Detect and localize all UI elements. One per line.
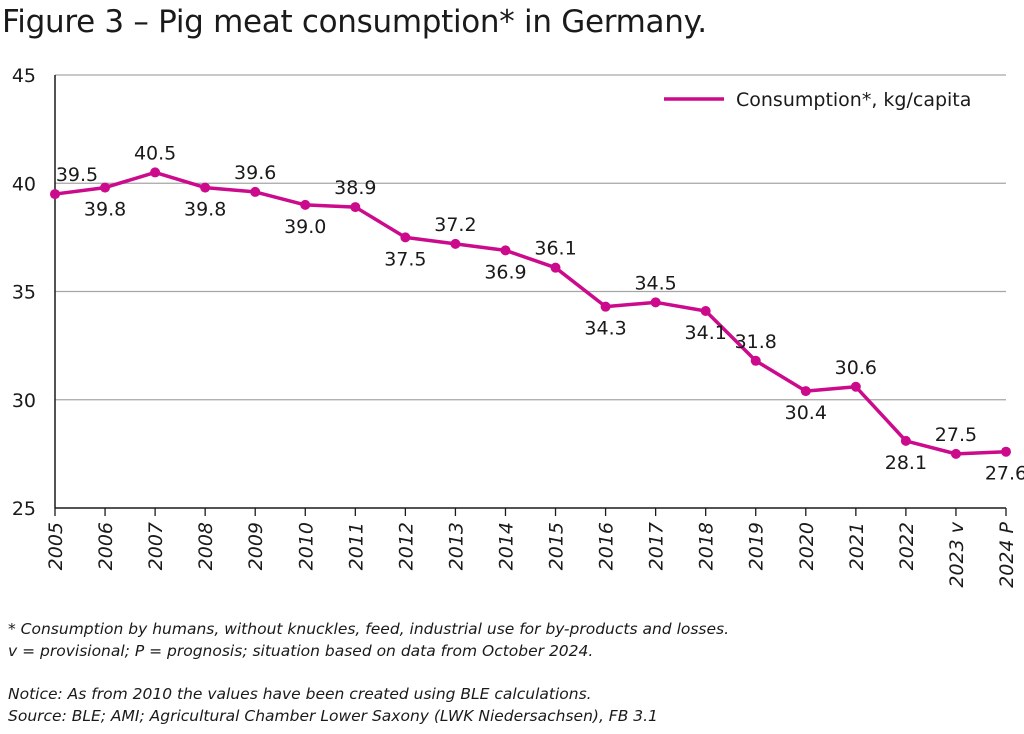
x-tick-label: 2020 [796, 522, 818, 570]
data-point [650, 297, 661, 308]
x-tick-label: 2009 [245, 522, 267, 570]
x-tick-label: 2008 [195, 522, 217, 570]
y-tick-label: 30 [12, 390, 36, 412]
x-tick-label: 2016 [596, 522, 618, 570]
data-point [200, 182, 211, 193]
series-group [50, 167, 1011, 459]
data-label: 28.1 [885, 452, 927, 474]
x-tick-label: 2018 [696, 522, 718, 570]
data-labels: 39.5 39.8 40.5 39.8 39.6 39.0 38.9 37.5 37.2 36.9… [56, 142, 1024, 484]
x-tick-label: 2023 v [946, 521, 968, 587]
x-tick-label: 2012 [395, 522, 417, 570]
source-text: Source: BLE; AMI; Agricultural Chamber L… [8, 707, 658, 725]
x-tick-label: 2022 [896, 522, 918, 570]
data-point [150, 167, 161, 178]
footnote-consumption: * Consumption by humans, without knuckle… [8, 620, 730, 638]
data-label: 30.4 [785, 402, 827, 424]
x-tick-label: 2019 [746, 522, 768, 570]
data-point [400, 232, 411, 243]
x-tick-label: 2013 [445, 522, 467, 570]
notice-text: Notice: As from 2010 the values have bee… [8, 685, 592, 703]
data-label: 36.1 [534, 238, 576, 260]
data-label: 37.5 [384, 248, 426, 270]
data-point [950, 448, 961, 459]
x-tick-label: 2010 [295, 522, 317, 570]
series-line [54, 170, 1007, 456]
y-tick-label: 25 [12, 498, 36, 520]
data-point [700, 305, 711, 316]
data-label: 39.8 [84, 199, 126, 221]
data-point [350, 202, 361, 213]
data-point [100, 182, 111, 193]
data-point [300, 199, 311, 210]
data-label: 39.8 [184, 199, 226, 221]
data-label: 34.3 [584, 318, 626, 340]
data-point [750, 355, 761, 366]
data-label: 27.5 [935, 424, 977, 446]
data-label: 31.8 [735, 331, 777, 353]
data-label: 30.6 [835, 357, 877, 379]
data-point [900, 435, 911, 446]
y-tick-label: 45 [12, 65, 36, 87]
chart-title: Figure 3 – Pig meat consumption* in Germ… [2, 4, 707, 40]
axes [54, 75, 1006, 509]
data-label: 39.0 [284, 216, 326, 238]
data-label: 39.5 [56, 164, 98, 186]
y-tick-label: 40 [12, 173, 36, 195]
x-tick-label: 2015 [546, 522, 568, 570]
data-label: 34.5 [634, 272, 676, 294]
y-tick-label: 35 [12, 282, 36, 304]
data-label: 36.9 [484, 261, 526, 283]
data-point [50, 189, 60, 200]
y-axis-ticks: 25 30 35 40 45 [12, 65, 36, 520]
data-point [1001, 446, 1011, 457]
data-point [250, 186, 261, 197]
data-point [550, 262, 561, 273]
grid-lines [55, 74, 1006, 401]
data-label: 39.6 [234, 162, 276, 184]
data-point [500, 245, 511, 256]
x-axis-ticks: 2005 2006 2007 2008 2009 2010 2011 2012 2013 2014… [45, 508, 1018, 588]
x-tick-label: 2006 [95, 522, 117, 570]
data-point [600, 301, 611, 312]
legend-label: Consumption*, kg/capita [736, 89, 971, 111]
data-point [450, 238, 461, 249]
footnote-abbreviations: v = provisional; P = prognosis; situatio… [8, 642, 594, 660]
data-label: 27.6 [985, 463, 1024, 485]
data-label: 38.9 [334, 177, 376, 199]
x-tick-label: 2014 [495, 522, 517, 570]
legend: Consumption*, kg/capita [664, 89, 971, 111]
data-point [800, 386, 811, 397]
data-label: 40.5 [134, 142, 176, 164]
x-tick-label: 2021 [846, 522, 868, 570]
x-tick-label: 2017 [646, 522, 668, 570]
data-point [850, 381, 861, 392]
x-tick-label: 2007 [145, 522, 167, 570]
x-tick-label: 2024 P [996, 521, 1018, 587]
x-tick-label: 2011 [345, 522, 367, 570]
data-label: 34.1 [685, 322, 727, 344]
x-tick-label: 2005 [45, 522, 67, 570]
data-label: 37.2 [434, 214, 476, 236]
